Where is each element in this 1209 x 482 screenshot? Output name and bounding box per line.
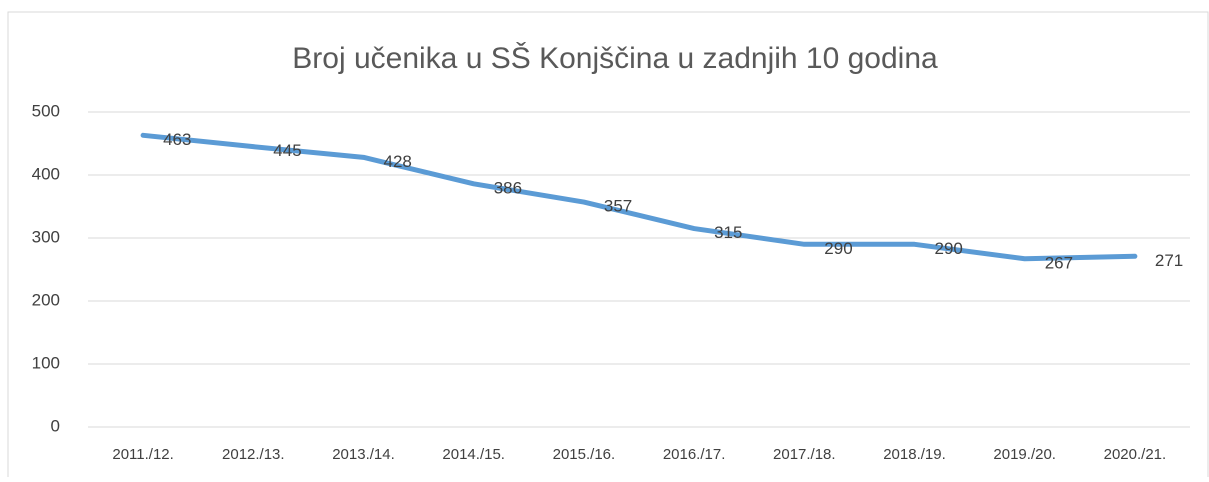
x-tick-label: 2012./13. — [222, 446, 285, 463]
y-tick-label: 100 — [32, 353, 60, 372]
x-tick-label: 2016./17. — [663, 446, 726, 463]
data-label: 357 — [604, 197, 632, 216]
y-tick-label: 200 — [32, 290, 60, 309]
chart-frame — [7, 11, 1209, 482]
data-label: 386 — [494, 178, 522, 197]
data-label: 271 — [1155, 251, 1183, 270]
data-label: 463 — [163, 130, 191, 149]
x-tick-label: 2019./20. — [993, 446, 1056, 463]
x-tick-label: 2014./15. — [442, 446, 505, 463]
x-tick-label: 2011./12. — [112, 446, 173, 463]
data-label: 290 — [824, 239, 852, 258]
data-label: 290 — [935, 239, 963, 258]
x-tick-label: 2017./18. — [773, 446, 836, 463]
line-series — [140, 132, 1138, 262]
y-tick-label: 400 — [32, 164, 60, 183]
x-tick-label: 2015./16. — [553, 446, 616, 463]
y-tick-label: 300 — [32, 227, 60, 246]
x-tick-label: 2013./14. — [332, 446, 395, 463]
data-label: 315 — [714, 223, 742, 242]
y-tick-label: 0 — [51, 416, 60, 435]
x-tick-label: 2020./21. — [1104, 446, 1167, 463]
x-tick-label: 2018./19. — [883, 446, 946, 463]
data-label: 267 — [1045, 253, 1073, 272]
y-tick-label: 500 — [32, 101, 60, 120]
chart-title: Broj učenika u SŠ Konjščina u zadnjih 10… — [292, 41, 938, 75]
data-label: 445 — [273, 141, 301, 160]
data-label: 428 — [384, 152, 412, 171]
